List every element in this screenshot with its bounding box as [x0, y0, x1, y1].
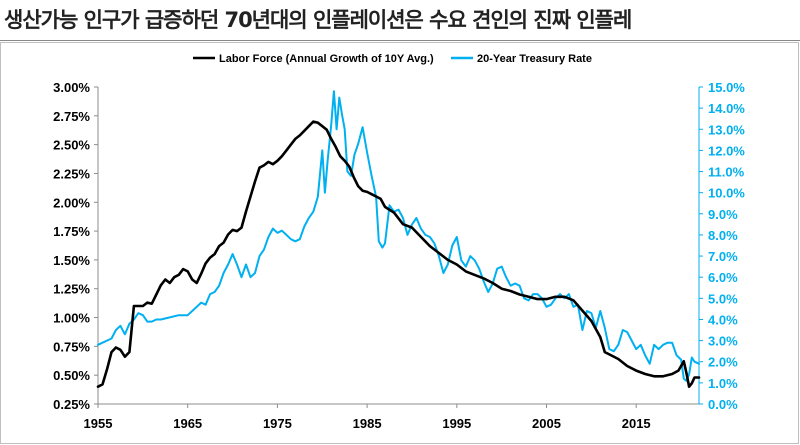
- left-tick-label: 1.75%: [53, 224, 90, 239]
- right-tick-label: 9.0%: [708, 207, 738, 222]
- left-tick-label: 2.00%: [53, 195, 90, 210]
- left-tick-label: 2.25%: [53, 166, 90, 181]
- left-tick-label: 1.50%: [53, 253, 90, 268]
- left-tick-label: 2.75%: [53, 109, 90, 124]
- legend-label-labor-force: Labor Force (Annual Growth of 10Y Avg.): [219, 53, 434, 65]
- right-tick-label: 5.0%: [708, 291, 738, 306]
- left-tick-label: 0.75%: [53, 339, 90, 354]
- x-tick-label: 2015: [622, 416, 651, 431]
- series-line-labor-force: [96, 120, 701, 388]
- right-tick-label: 8.0%: [708, 228, 738, 243]
- legend-label-treasury: 20-Year Treasury Rate: [477, 53, 592, 65]
- right-tick-label: 11.0%: [708, 165, 745, 180]
- x-tick-label: 1995: [442, 416, 471, 431]
- right-tick-label: 1.0%: [708, 376, 738, 391]
- x-tick-label: 1955: [84, 416, 113, 431]
- x-tick-label: 1985: [353, 416, 382, 431]
- legend: Labor Force (Annual Growth of 10Y Avg.) …: [193, 53, 592, 65]
- right-tick-label: 2.0%: [708, 355, 738, 370]
- x-tick-label: 2005: [532, 416, 561, 431]
- line-chart: Labor Force (Annual Growth of 10Y Avg.) …: [53, 53, 745, 431]
- right-tick-label: 10.0%: [708, 186, 745, 201]
- right-tick-label: 3.0%: [708, 334, 738, 349]
- chart-title: 생산가능 인구가 급증하던 70년대의 인플레이션은 수요 견인의 진짜 인플레: [4, 8, 632, 32]
- left-tick-label: 2.50%: [53, 138, 90, 153]
- right-tick-label: 0.0%: [708, 397, 738, 412]
- left-tick-label: 1.25%: [53, 282, 90, 297]
- chart-frame: [0, 42, 799, 444]
- x-tick-label: 1975: [263, 416, 292, 431]
- right-tick-label: 13.0%: [708, 122, 745, 137]
- right-tick-label: 4.0%: [708, 312, 738, 327]
- left-tick-label: 0.25%: [53, 397, 90, 412]
- right-tick-label: 14.0%: [708, 101, 745, 116]
- left-tick-label: 1.00%: [53, 311, 90, 326]
- x-tick-label: 1965: [173, 416, 202, 431]
- title-divider: [0, 40, 800, 41]
- right-tick-label: 15.0%: [708, 80, 745, 95]
- left-tick-label: 3.00%: [53, 80, 90, 95]
- right-tick-label: 7.0%: [708, 249, 738, 264]
- left-tick-label: 0.50%: [53, 368, 90, 383]
- right-tick-label: 12.0%: [708, 143, 745, 158]
- axes: 0.25% 0.50% 0.75% 1.00% 1.25% 1.50% 1.75% 2.00%…: [53, 80, 745, 431]
- series-group: [96, 90, 701, 388]
- right-tick-label: 6.0%: [708, 270, 738, 285]
- series-line-treasury: [97, 90, 700, 382]
